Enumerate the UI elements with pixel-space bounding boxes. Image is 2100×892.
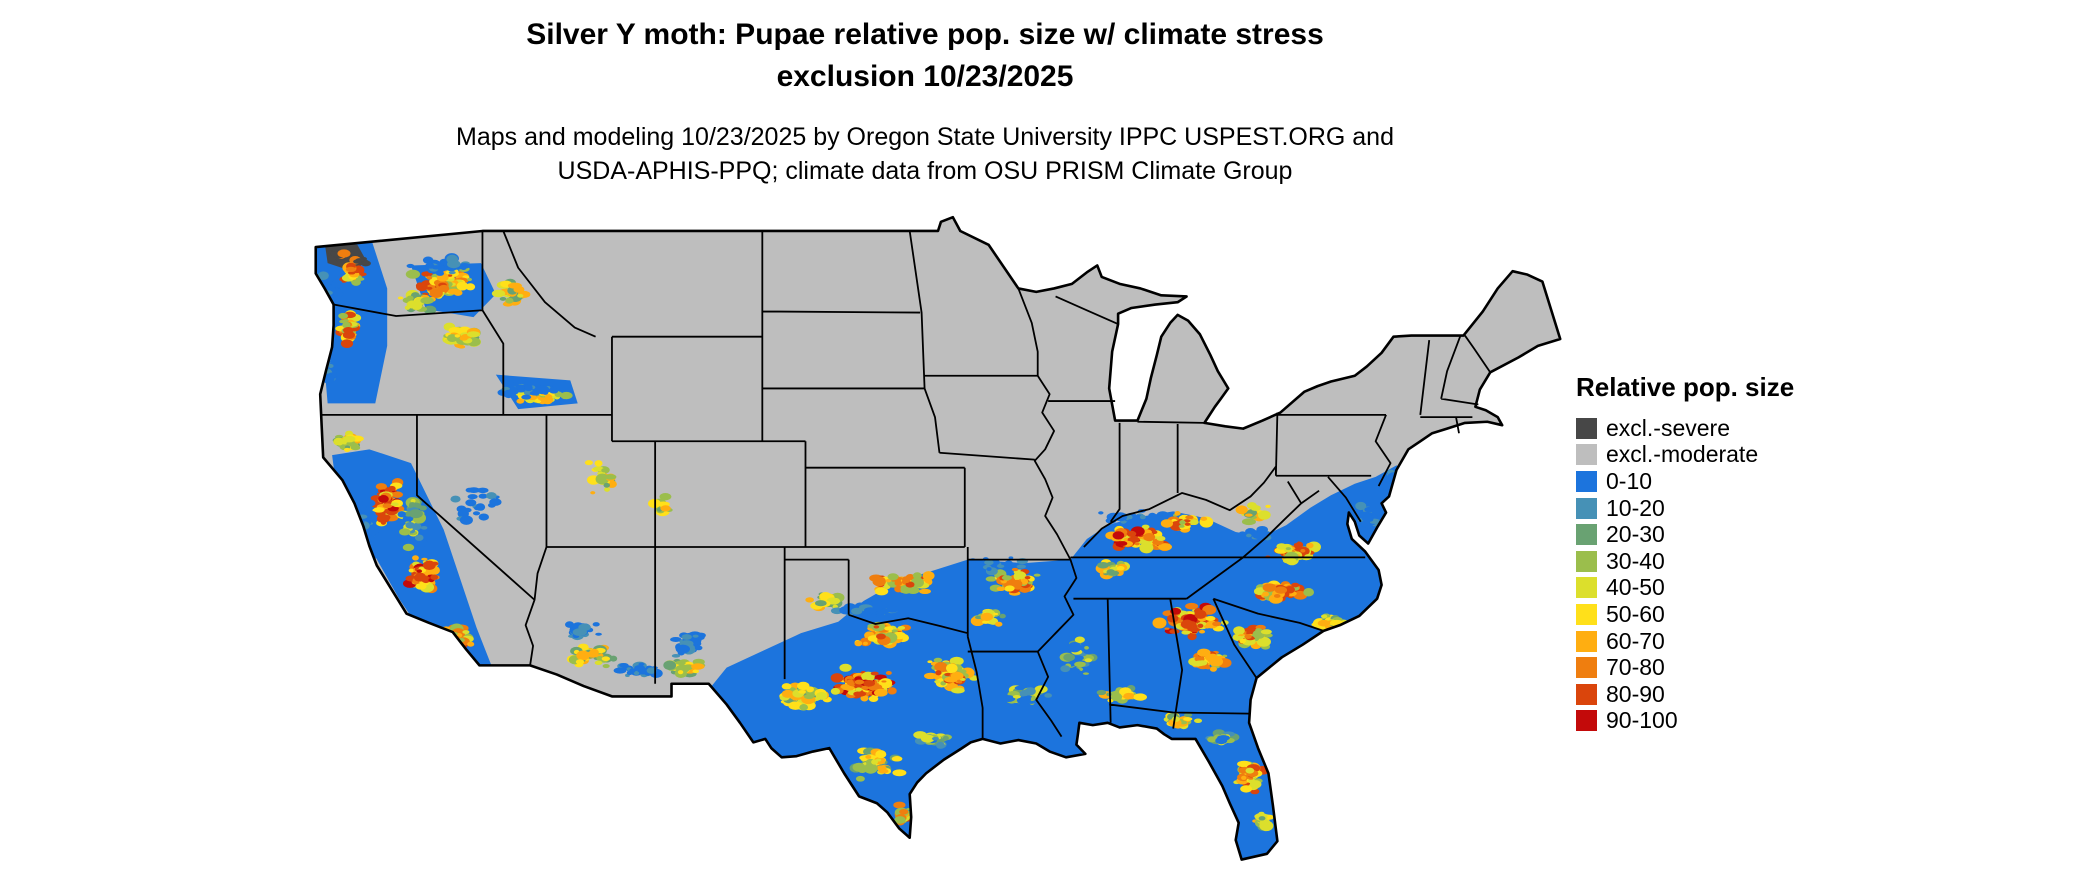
legend-item-label: excl.-severe xyxy=(1606,414,1730,441)
legend-item: 80-90 xyxy=(1576,681,1906,708)
legend-swatch xyxy=(1576,657,1597,679)
legend-item-label: excl.-moderate xyxy=(1606,441,1759,468)
state-boundaries xyxy=(320,231,1490,739)
legend-item: 70-80 xyxy=(1576,654,1906,681)
legend-swatch xyxy=(1576,577,1597,599)
map-title: Silver Y moth: Pupae relative pop. size … xyxy=(260,14,1590,98)
legend-swatch xyxy=(1576,417,1597,439)
legend-swatch xyxy=(1576,524,1597,546)
legend-swatch xyxy=(1576,470,1597,492)
map-title-line1: Silver Y moth: Pupae relative pop. size … xyxy=(526,18,1324,51)
legend-item: excl.-severe xyxy=(1576,415,1906,442)
legend-item-label: 10-20 xyxy=(1606,494,1665,521)
legend-item-label: 20-30 xyxy=(1606,521,1665,548)
map-subtitle: Maps and modeling 10/23/2025 by Oregon S… xyxy=(260,120,1590,188)
legend-swatch xyxy=(1576,710,1597,732)
legend-item-label: 70-80 xyxy=(1606,654,1665,681)
legend: Relative pop. size excl.-severe excl.-mod… xyxy=(1576,372,1906,734)
legend-item: 30-40 xyxy=(1576,548,1906,575)
legend-item: 90-100 xyxy=(1576,708,1906,735)
legend-item-label: 0-10 xyxy=(1606,467,1653,494)
legend-swatch xyxy=(1576,444,1597,466)
us-map-svg xyxy=(280,208,1590,886)
legend-item-label: 80-90 xyxy=(1606,680,1665,707)
legend-swatch xyxy=(1576,683,1597,705)
map-title-line2: exclusion 10/23/2025 xyxy=(776,60,1074,93)
legend-item-label: 90-100 xyxy=(1606,707,1678,734)
legend-item-label: 50-60 xyxy=(1606,600,1665,627)
legend-item-label: 30-40 xyxy=(1606,547,1665,574)
legend-item: 50-60 xyxy=(1576,601,1906,628)
us-map xyxy=(280,208,1590,886)
legend-item: 0-10 xyxy=(1576,468,1906,495)
legend-item: 40-50 xyxy=(1576,575,1906,602)
legend-item: 60-70 xyxy=(1576,628,1906,655)
legend-swatch xyxy=(1576,630,1597,652)
legend-swatch xyxy=(1576,550,1597,572)
map-subtitle-line1: Maps and modeling 10/23/2025 by Oregon S… xyxy=(456,123,1394,151)
title-block: Silver Y moth: Pupae relative pop. size … xyxy=(260,14,1590,188)
map-subtitle-line2: USDA-APHIS-PPQ; climate data from OSU PR… xyxy=(557,157,1293,185)
legend-title: Relative pop. size xyxy=(1576,372,1795,402)
legend-item: 10-20 xyxy=(1576,495,1906,522)
legend-item-label: 40-50 xyxy=(1606,574,1665,601)
legend-rows: excl.-severe excl.-moderate 0-10 10-20 20-30… xyxy=(1576,415,1906,734)
legend-item: 20-30 xyxy=(1576,521,1906,548)
us-outline xyxy=(316,217,1561,859)
legend-swatch xyxy=(1576,603,1597,625)
legend-item: excl.-moderate xyxy=(1576,442,1906,469)
legend-swatch xyxy=(1576,497,1597,519)
legend-item-label: 60-70 xyxy=(1606,627,1665,654)
